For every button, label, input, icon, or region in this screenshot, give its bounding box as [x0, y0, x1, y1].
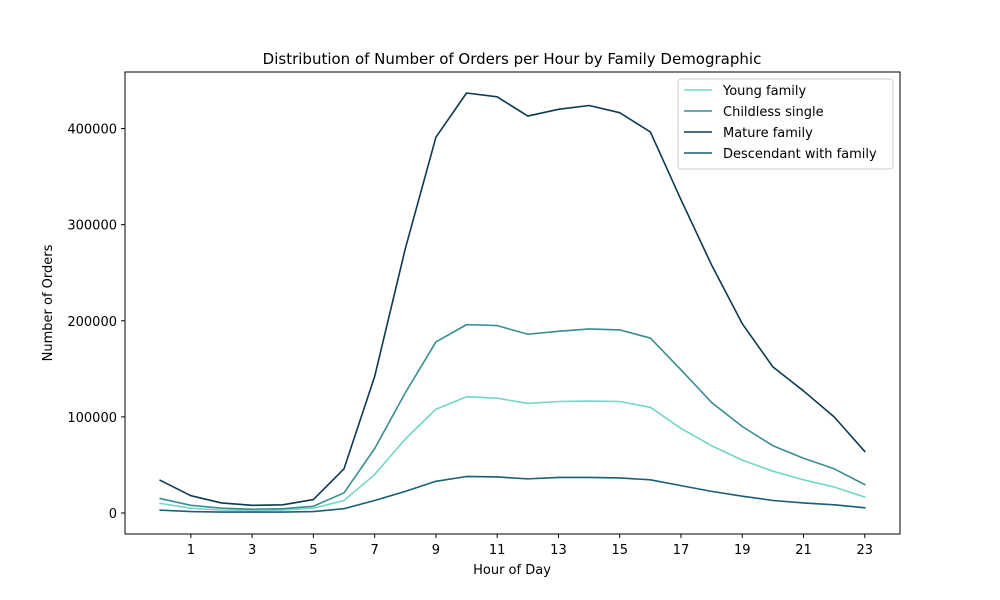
chart-title: Distribution of Number of Orders per Hou… — [263, 50, 762, 68]
legend-label: Young family — [722, 84, 806, 99]
y-axis: 0 100000 200000 300000 400000 — [67, 123, 125, 522]
x-tick-label: 21 — [795, 543, 812, 558]
x-tick-label: 15 — [611, 543, 628, 558]
x-tick-label: 9 — [432, 543, 440, 558]
plot-frame — [124, 71, 901, 535]
legend-label: Childless single — [723, 105, 824, 120]
legend-label: Mature family — [723, 126, 813, 141]
x-axis-label: Hour of Day — [473, 563, 551, 578]
y-tick-label: 0 — [109, 507, 117, 522]
legend: Young family Childless single Mature famil… — [677, 78, 894, 170]
legend-label: Descendant with family — [723, 147, 877, 162]
y-tick-label: 200000 — [67, 315, 117, 330]
x-axis: 1 3 5 7 9 11 13 15 17 19 21 23 — [187, 534, 873, 558]
x-tick-label: 7 — [371, 543, 379, 558]
x-tick-label: 11 — [489, 543, 506, 558]
y-tick-label: 300000 — [67, 219, 117, 234]
series-layer — [159, 92, 866, 513]
series-line-1 — [159, 395, 866, 512]
series-line-3 — [159, 92, 866, 507]
legend-frame — [677, 78, 894, 170]
x-tick-label: 19 — [734, 543, 751, 558]
x-tick-label: 1 — [187, 543, 195, 558]
x-tick-label: 17 — [673, 543, 690, 558]
y-tick-label: 100000 — [67, 411, 117, 426]
y-axis-label: Number of Orders — [41, 244, 56, 361]
x-tick-label: 3 — [248, 543, 256, 558]
x-tick-label: 23 — [856, 543, 873, 558]
x-tick-label: 13 — [550, 543, 567, 558]
series-line-2 — [159, 323, 866, 510]
y-tick-label: 400000 — [67, 123, 117, 138]
x-tick-label: 5 — [309, 543, 317, 558]
series-line-4 — [159, 475, 866, 513]
